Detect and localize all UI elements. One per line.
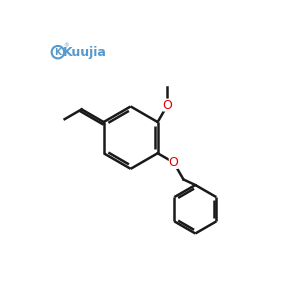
Text: K: K [54, 48, 61, 57]
Text: O: O [163, 98, 172, 112]
Text: Kuujia: Kuujia [62, 46, 106, 59]
Text: ®: ® [63, 43, 68, 48]
Text: O: O [169, 156, 178, 169]
